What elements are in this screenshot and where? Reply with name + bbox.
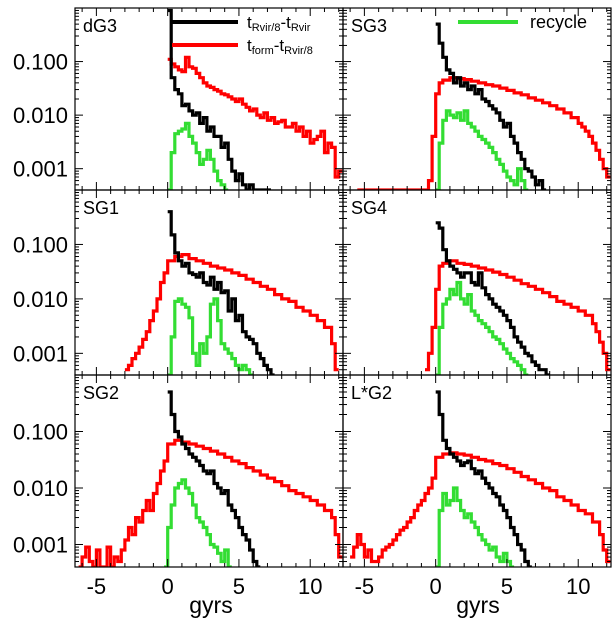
x-tick-label: 0 [162, 574, 174, 599]
series-line-t-rvir-8-t-rvir [167, 8, 271, 190]
series-line-t-form-t-rvir-8 [167, 55, 343, 179]
series-line-recycle [167, 121, 229, 190]
y-tick-label: 0.001 [13, 341, 68, 366]
y-tick-label: 0.010 [13, 103, 68, 128]
series-line-recycle [435, 109, 529, 190]
panel-title: dG3 [83, 16, 117, 36]
legend-label: recycle [530, 12, 587, 32]
x-tick-label: 5 [233, 574, 245, 599]
panel-lg2: -5 0 5 10 L*G2 [342, 374, 612, 599]
x-axis-label-right: gyrs [456, 592, 499, 618]
legend-right: recycle [458, 12, 587, 32]
x-axis-label-left: gyrs [189, 592, 232, 618]
panel-title: SG3 [351, 16, 387, 36]
series-line-recycle [164, 478, 232, 567]
legend-label: tRvir/8-tRvir [247, 13, 311, 34]
series-line-t-rvir-8-t-rvir [435, 221, 550, 375]
x-tick-label: 0 [430, 574, 442, 599]
series-line-recycle [435, 486, 515, 567]
panel-sg4: SG4 [342, 189, 612, 376]
y-tick-label: 0.010 [13, 287, 68, 312]
series-line-t-form-t-rvir-8 [350, 451, 611, 564]
panel-sg3: SG3 [342, 7, 612, 191]
series-line-t-form-t-rvir-8 [124, 253, 339, 372]
y-tick-label: 0.100 [13, 50, 68, 75]
legend-label: tform-tRvir/8 [247, 36, 313, 57]
series-line-t-rvir-8-t-rvir [435, 390, 532, 567]
series-line-t-rvir-8-t-rvir [435, 22, 547, 190]
y-tick-label: 0.100 [13, 420, 68, 445]
panel-sg1: 0.100 0.010 0.001 SG1 [13, 189, 344, 376]
x-tick-label: 10 [566, 574, 590, 599]
series-line-t-form-t-rvir-8 [357, 76, 611, 190]
x-tick-label: 5 [501, 574, 513, 599]
series-line-t-form-t-rvir-8 [425, 259, 611, 372]
series-line-recycle [435, 280, 529, 375]
series-line-t-rvir-8-t-rvir [167, 390, 261, 567]
panel-title: SG1 [83, 198, 119, 218]
y-tick-label: 0.010 [13, 476, 68, 501]
series-line-t-form-t-rvir-8 [78, 438, 343, 567]
panel-sg2: 0.100 0.010 0.001 -5 0 5 10 SG2 [13, 374, 344, 599]
y-tick-label: 0.001 [13, 533, 68, 558]
panel-grid: 0.100 0.010 0.001 dG3 SG3 0.100 0.010 0.001 SG1 S… [13, 7, 612, 599]
series-line-recycle [167, 297, 254, 375]
x-tick-label: -5 [355, 574, 375, 599]
panel-title: L*G2 [351, 383, 392, 403]
x-tick-label: 10 [298, 574, 322, 599]
panel-title: SG4 [351, 198, 387, 218]
x-tick-label: -5 [87, 574, 107, 599]
panel-title: SG2 [83, 383, 119, 403]
y-tick-label: 0.100 [13, 232, 68, 257]
panel-dg3: 0.100 0.010 0.001 dG3 [13, 7, 344, 191]
y-tick-label: 0.001 [13, 157, 68, 182]
series-line-t-rvir-8-t-rvir [167, 210, 275, 375]
